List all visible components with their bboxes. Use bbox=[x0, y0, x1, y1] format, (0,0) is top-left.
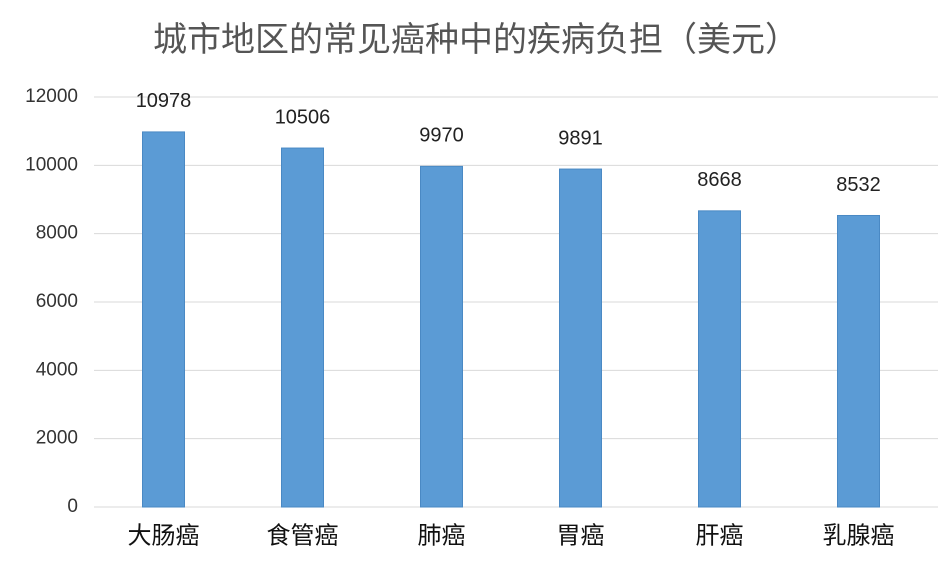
x-tick-label: 肝癌 bbox=[696, 522, 744, 549]
y-tick-label: 12000 bbox=[25, 86, 78, 107]
y-tick-label: 4000 bbox=[36, 359, 78, 380]
value-label: 10506 bbox=[275, 106, 331, 128]
x-tick-label: 食管癌 bbox=[267, 522, 339, 549]
bar bbox=[420, 165, 463, 508]
y-tick-label: 6000 bbox=[36, 291, 78, 312]
bar bbox=[142, 131, 185, 508]
y-tick-label: 10000 bbox=[25, 154, 78, 175]
bar bbox=[837, 214, 880, 508]
value-label: 9970 bbox=[419, 125, 464, 147]
value-label: 10978 bbox=[136, 90, 192, 112]
x-tick-label: 肺癌 bbox=[418, 522, 466, 549]
bar bbox=[698, 210, 741, 508]
x-tick-label: 胃癌 bbox=[557, 522, 605, 549]
y-tick-label: 2000 bbox=[36, 428, 78, 449]
x-tick-label: 大肠癌 bbox=[128, 522, 200, 549]
value-label: 8668 bbox=[697, 169, 742, 191]
value-label: 8532 bbox=[836, 174, 881, 196]
x-tick-label: 乳腺癌 bbox=[823, 522, 895, 549]
bar bbox=[559, 168, 602, 508]
y-tick-label: 8000 bbox=[36, 223, 78, 244]
value-label: 9891 bbox=[558, 127, 603, 149]
y-tick-label: 0 bbox=[67, 496, 78, 517]
bar bbox=[281, 147, 324, 508]
chart-title: 城市地区的常见癌种中的疾病负担（美元） bbox=[153, 21, 799, 59]
